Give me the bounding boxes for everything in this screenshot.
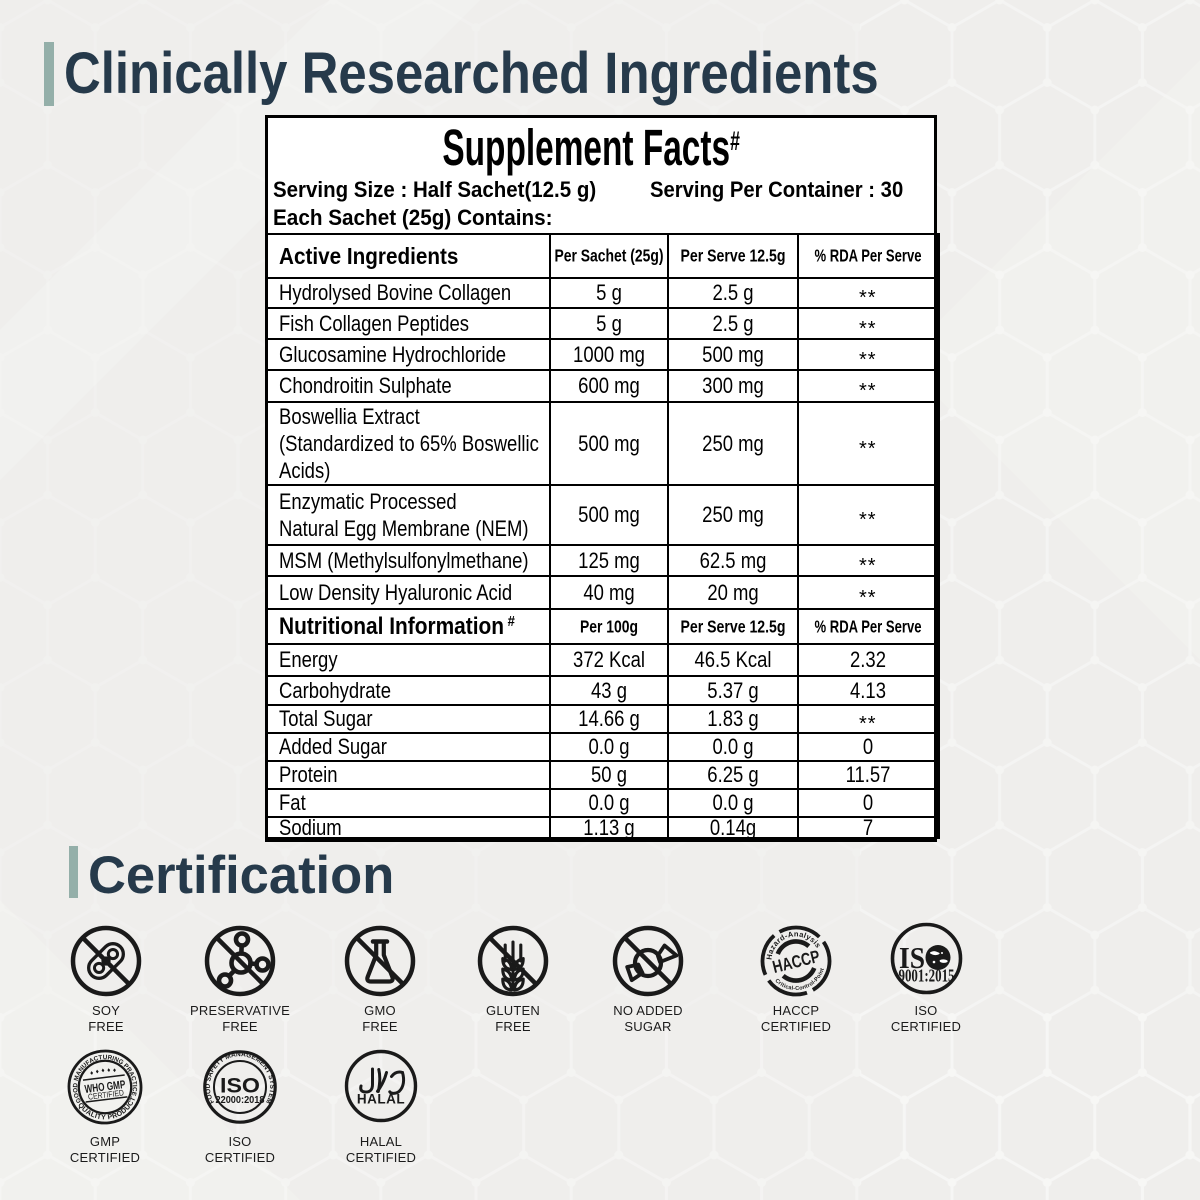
svg-text:CERTIFIED: CERTIFIED: [87, 1087, 124, 1101]
svg-text:WHO GMP: WHO GMP: [84, 1079, 126, 1096]
svg-text:22000:2018: 22000:2018: [216, 1094, 265, 1106]
svg-text:9001:2015: 9001:2015: [899, 966, 955, 986]
svg-text:ISO: ISO: [220, 1075, 260, 1098]
svg-text:IS: IS: [899, 940, 925, 975]
svg-text:HALAL: HALAL: [357, 1092, 405, 1107]
